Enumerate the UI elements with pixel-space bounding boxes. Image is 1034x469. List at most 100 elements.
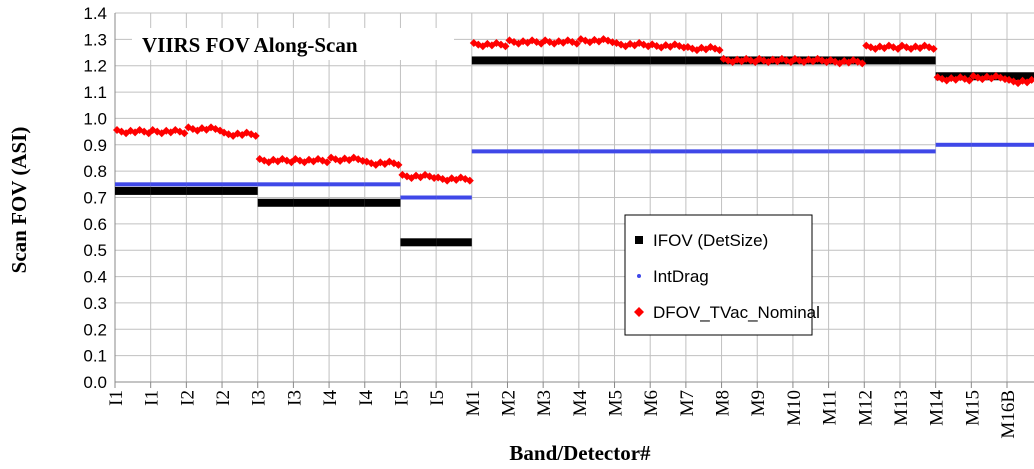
intdrag-segment xyxy=(899,149,936,154)
y-tick-label: 1.4 xyxy=(83,4,107,23)
ifov-segment xyxy=(507,56,544,65)
intdrag-segment xyxy=(257,182,294,187)
x-tick-label: I2 xyxy=(213,390,234,406)
x-tick-label: I3 xyxy=(249,390,270,406)
y-tick-label: 0.8 xyxy=(83,162,107,181)
x-tick-label: M5 xyxy=(606,390,627,416)
x-axis-label: Band/Detector# xyxy=(509,441,651,465)
x-tick-label: M10 xyxy=(784,390,805,426)
ifov-segment xyxy=(222,186,258,195)
intdrag-segment xyxy=(578,149,615,154)
intdrag-segment xyxy=(971,142,1007,147)
y-tick-label: 0.0 xyxy=(83,373,107,392)
ifov-segment xyxy=(935,72,972,81)
intdrag-segment xyxy=(864,149,900,154)
intdrag-segment xyxy=(935,142,972,147)
y-tick-label: 1.1 xyxy=(83,83,107,102)
dfov-point xyxy=(840,56,849,65)
intdrag-segment xyxy=(329,182,365,187)
dfov-point xyxy=(180,129,189,138)
intdrag-segment xyxy=(471,149,508,154)
x-tick-label: I5 xyxy=(391,390,412,406)
legend-box xyxy=(624,214,813,336)
y-tick-label: 1.2 xyxy=(83,57,107,76)
dfov-point xyxy=(965,76,974,85)
intdrag-segment xyxy=(364,182,401,187)
ifov-segment xyxy=(436,238,472,247)
x-tick-label: M11 xyxy=(820,390,841,425)
x-tick-label: M12 xyxy=(855,390,876,426)
x-tick-label: I2 xyxy=(177,390,198,406)
x-tick-label: M16B xyxy=(998,390,1019,439)
legend-label: DFOV_TVac_Nominal xyxy=(653,303,820,322)
y-tick-label: 1.0 xyxy=(83,109,107,128)
x-tick-label: I1 xyxy=(142,390,163,406)
intdrag-segment xyxy=(685,149,722,154)
intdrag-segment xyxy=(650,149,686,154)
ifov-segment xyxy=(364,198,401,207)
x-tick-label: M13 xyxy=(891,390,912,426)
ifov-segment xyxy=(329,198,365,207)
x-tick-label: I5 xyxy=(427,390,448,406)
legend-label: IntDrag xyxy=(653,267,709,286)
ifov-segment xyxy=(650,56,686,65)
y-tick-label: 0.3 xyxy=(83,294,107,313)
intdrag-segment xyxy=(757,149,793,154)
ifov-segment xyxy=(186,186,223,195)
ifov-segment xyxy=(471,56,508,65)
y-tick-label: 0.6 xyxy=(83,215,107,234)
x-tick-label: M9 xyxy=(748,390,769,416)
chart-title: VIIRS FOV Along-Scan xyxy=(142,33,358,57)
dfov-point xyxy=(465,176,474,185)
ifov-segment xyxy=(864,56,900,65)
dfov-point xyxy=(251,131,260,140)
intdrag-segment xyxy=(614,149,651,154)
ifov-segment xyxy=(115,186,151,195)
x-tick-label: M1 xyxy=(463,390,484,416)
dfov-point xyxy=(572,39,581,48)
legend-label: IFOV (DetSize) xyxy=(653,231,768,250)
dfov-point xyxy=(501,42,510,51)
x-tick-label: M14 xyxy=(927,390,948,426)
ifov-segment xyxy=(1007,72,1034,81)
ifov-segment xyxy=(150,186,187,195)
legend-marker xyxy=(634,307,644,317)
x-tick-label: I1 xyxy=(106,390,127,406)
intdrag-segment xyxy=(400,195,437,200)
y-tick-label: 0.7 xyxy=(83,189,107,208)
dfov-point xyxy=(394,160,403,169)
intdrag-segment xyxy=(115,182,151,187)
ifov-segment xyxy=(257,198,294,207)
x-tick-label: I4 xyxy=(320,390,341,406)
dfov-point xyxy=(1027,75,1034,84)
x-tick-label: I4 xyxy=(356,390,377,406)
x-tick-label: M7 xyxy=(677,390,698,416)
y-tick-label: 0.1 xyxy=(83,347,107,366)
y-tick-label: 0.9 xyxy=(83,136,107,155)
intdrag-segment xyxy=(186,182,223,187)
x-tick-label: I3 xyxy=(284,390,305,406)
y-tick-label: 0.2 xyxy=(83,320,107,339)
x-tick-label: M6 xyxy=(641,390,662,416)
x-tick-label: M2 xyxy=(498,390,519,416)
ifov-segment xyxy=(899,56,936,65)
y-axis-label: Scan FOV (ASI) xyxy=(7,127,31,274)
title-box xyxy=(132,28,454,60)
ifov-segment xyxy=(400,238,437,247)
intdrag-segment xyxy=(222,182,258,187)
intdrag-segment xyxy=(436,195,472,200)
x-tick-label: M3 xyxy=(534,390,555,416)
intdrag-segment xyxy=(1007,142,1034,147)
ifov-segment xyxy=(614,56,651,65)
legend-marker xyxy=(637,274,641,278)
y-tick-label: 0.4 xyxy=(83,268,107,287)
intdrag-segment xyxy=(543,149,579,154)
dfov-point xyxy=(858,59,867,68)
intdrag-segment xyxy=(721,149,758,154)
y-tick-label: 0.5 xyxy=(83,241,107,260)
intdrag-segment xyxy=(792,149,829,154)
x-tick-label: M15 xyxy=(962,390,983,426)
legend-marker xyxy=(635,236,643,244)
dfov-point xyxy=(929,44,938,53)
